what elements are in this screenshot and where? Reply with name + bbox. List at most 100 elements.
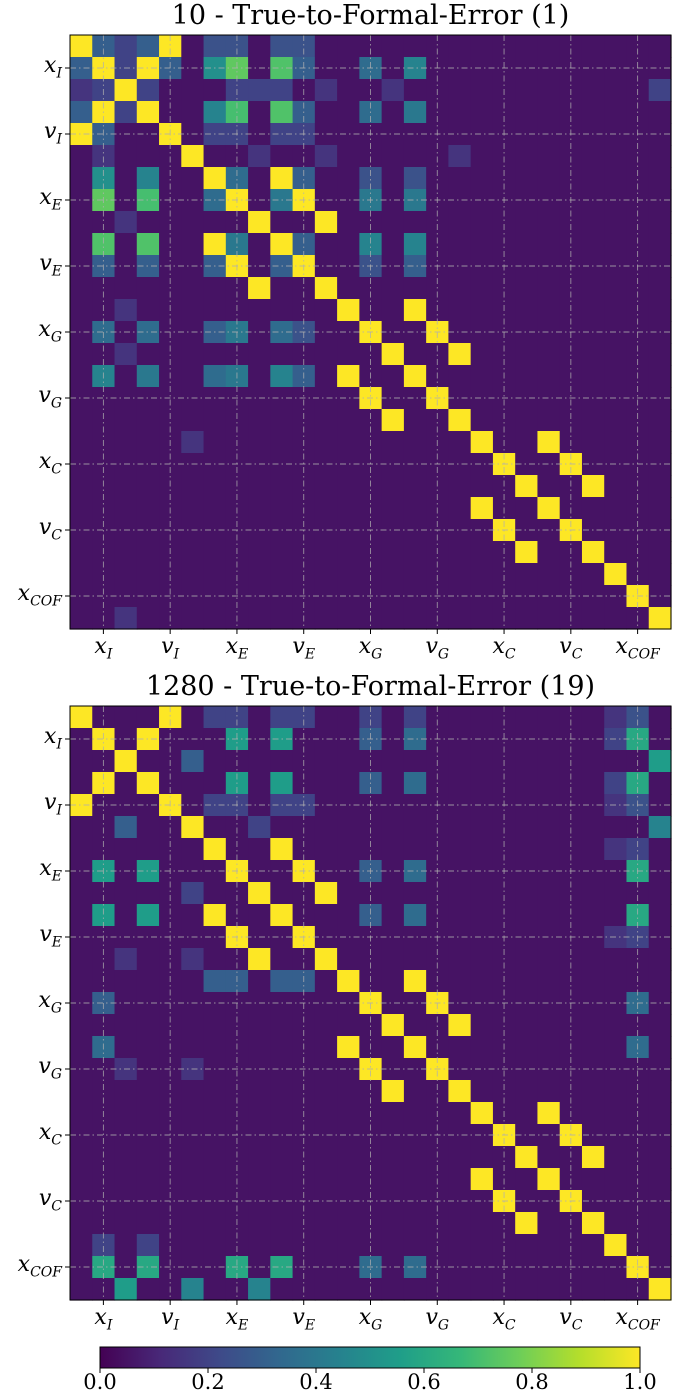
heatmap-cell bbox=[114, 1234, 138, 1257]
heatmap-cell bbox=[225, 167, 249, 190]
heatmap-cell bbox=[70, 904, 93, 927]
heatmap-cell bbox=[270, 970, 294, 993]
heatmap-cell bbox=[70, 1234, 93, 1257]
heatmap-cell bbox=[470, 57, 494, 80]
heatmap-cell bbox=[292, 706, 316, 729]
heatmap-cell bbox=[359, 838, 383, 861]
heatmap-cell bbox=[403, 728, 427, 751]
heatmap-cell bbox=[470, 1190, 494, 1213]
heatmap-cell bbox=[515, 101, 539, 124]
heatmap-cell bbox=[136, 948, 160, 971]
heatmap-cell bbox=[470, 607, 494, 630]
heatmap-cell bbox=[203, 970, 227, 993]
heatmap-cell bbox=[648, 101, 672, 124]
heatmap-cell bbox=[426, 167, 450, 190]
heatmap-cell bbox=[248, 233, 271, 256]
heatmap-cell bbox=[492, 211, 516, 234]
heatmap-cell bbox=[581, 607, 605, 630]
heatmap-cell bbox=[448, 541, 472, 564]
heatmap-cell bbox=[448, 882, 472, 905]
heatmap-cell bbox=[136, 1256, 160, 1279]
heatmap-cell bbox=[181, 706, 205, 729]
heatmap-cell bbox=[314, 1036, 338, 1059]
heatmap-cell bbox=[70, 706, 93, 729]
heatmap-cell bbox=[337, 816, 360, 839]
heatmap-cell bbox=[337, 431, 360, 454]
y-tick-label: vC bbox=[38, 515, 62, 544]
heatmap-cell bbox=[159, 882, 182, 905]
heatmap-cell bbox=[537, 992, 561, 1015]
heatmap-cell bbox=[604, 1212, 628, 1235]
heatmap-cell bbox=[403, 79, 427, 102]
heatmap-cell bbox=[581, 475, 605, 498]
heatmap-cell bbox=[337, 497, 360, 520]
heatmap-cell bbox=[136, 1014, 160, 1037]
heatmap-cell bbox=[136, 431, 160, 454]
heatmap-cell bbox=[426, 145, 450, 168]
heatmap-cell bbox=[604, 1146, 628, 1169]
heatmap-cell bbox=[292, 145, 316, 168]
heatmap-cell bbox=[626, 563, 650, 586]
heatmap-cell bbox=[426, 409, 450, 432]
heatmap-cell bbox=[181, 1102, 205, 1125]
heatmap-cell bbox=[314, 409, 338, 432]
heatmap-cell bbox=[581, 541, 605, 564]
heatmap-cell bbox=[248, 772, 271, 795]
heatmap-cell bbox=[70, 123, 93, 146]
heatmap-cell bbox=[314, 607, 338, 630]
heatmap-cell bbox=[403, 838, 427, 861]
heatmap-cell bbox=[470, 189, 494, 212]
heatmap-cell bbox=[314, 167, 338, 190]
heatmap-cell bbox=[515, 948, 539, 971]
heatmap-cell bbox=[337, 365, 360, 388]
heatmap-cell bbox=[114, 1102, 138, 1125]
heatmap-cell bbox=[136, 1168, 160, 1191]
heatmap-cell bbox=[314, 585, 338, 608]
heatmap-cell bbox=[70, 475, 93, 498]
heatmap-cell bbox=[337, 1102, 360, 1125]
heatmap-cell bbox=[515, 365, 539, 388]
heatmap-cell bbox=[136, 904, 160, 927]
heatmap-cell bbox=[70, 585, 93, 608]
heatmap-cell bbox=[248, 35, 271, 58]
heatmap-cell bbox=[581, 233, 605, 256]
heatmap-cell bbox=[136, 750, 160, 773]
heatmap-cell bbox=[314, 35, 338, 58]
heatmap-cell bbox=[648, 816, 672, 839]
heatmap-cell bbox=[537, 750, 561, 773]
heatmap-cell bbox=[537, 926, 561, 949]
heatmap-cell bbox=[181, 882, 205, 905]
heatmap-cell bbox=[537, 409, 561, 432]
heatmap-cell bbox=[403, 387, 427, 410]
heatmap-cell bbox=[537, 299, 561, 322]
heatmap-cell bbox=[604, 497, 628, 520]
heatmap-cell bbox=[92, 1256, 116, 1279]
heatmap-cell bbox=[359, 1234, 383, 1257]
heatmap-cell bbox=[604, 409, 628, 432]
heatmap-cell bbox=[470, 1102, 494, 1125]
heatmap-cell bbox=[537, 794, 561, 817]
x-tick-label: vG bbox=[425, 1305, 450, 1334]
heatmap-cell bbox=[314, 1190, 338, 1213]
heatmap-cell bbox=[270, 343, 294, 366]
heatmap-cell bbox=[203, 475, 227, 498]
heatmap-cell bbox=[203, 1102, 227, 1125]
heatmap-cell bbox=[581, 299, 605, 322]
heatmap-cell bbox=[92, 1234, 116, 1257]
heatmap-cell bbox=[648, 607, 672, 630]
heatmap-cell bbox=[314, 992, 338, 1015]
heatmap-cell bbox=[381, 1080, 405, 1103]
heatmap-cell bbox=[314, 1058, 338, 1081]
heatmap-cell bbox=[270, 1102, 294, 1125]
heatmap-cell bbox=[470, 794, 494, 817]
heatmap-cell bbox=[515, 189, 539, 212]
heatmap-cell bbox=[381, 948, 405, 971]
heatmap-cell bbox=[225, 211, 249, 234]
heatmap-cell bbox=[648, 145, 672, 168]
heatmap-cell bbox=[448, 607, 472, 630]
heatmap-cell bbox=[136, 772, 160, 795]
heatmap-cell bbox=[470, 992, 494, 1015]
heatmap-cell bbox=[248, 211, 271, 234]
heatmap-cell bbox=[381, 1190, 405, 1213]
heatmap-cell bbox=[114, 1080, 138, 1103]
